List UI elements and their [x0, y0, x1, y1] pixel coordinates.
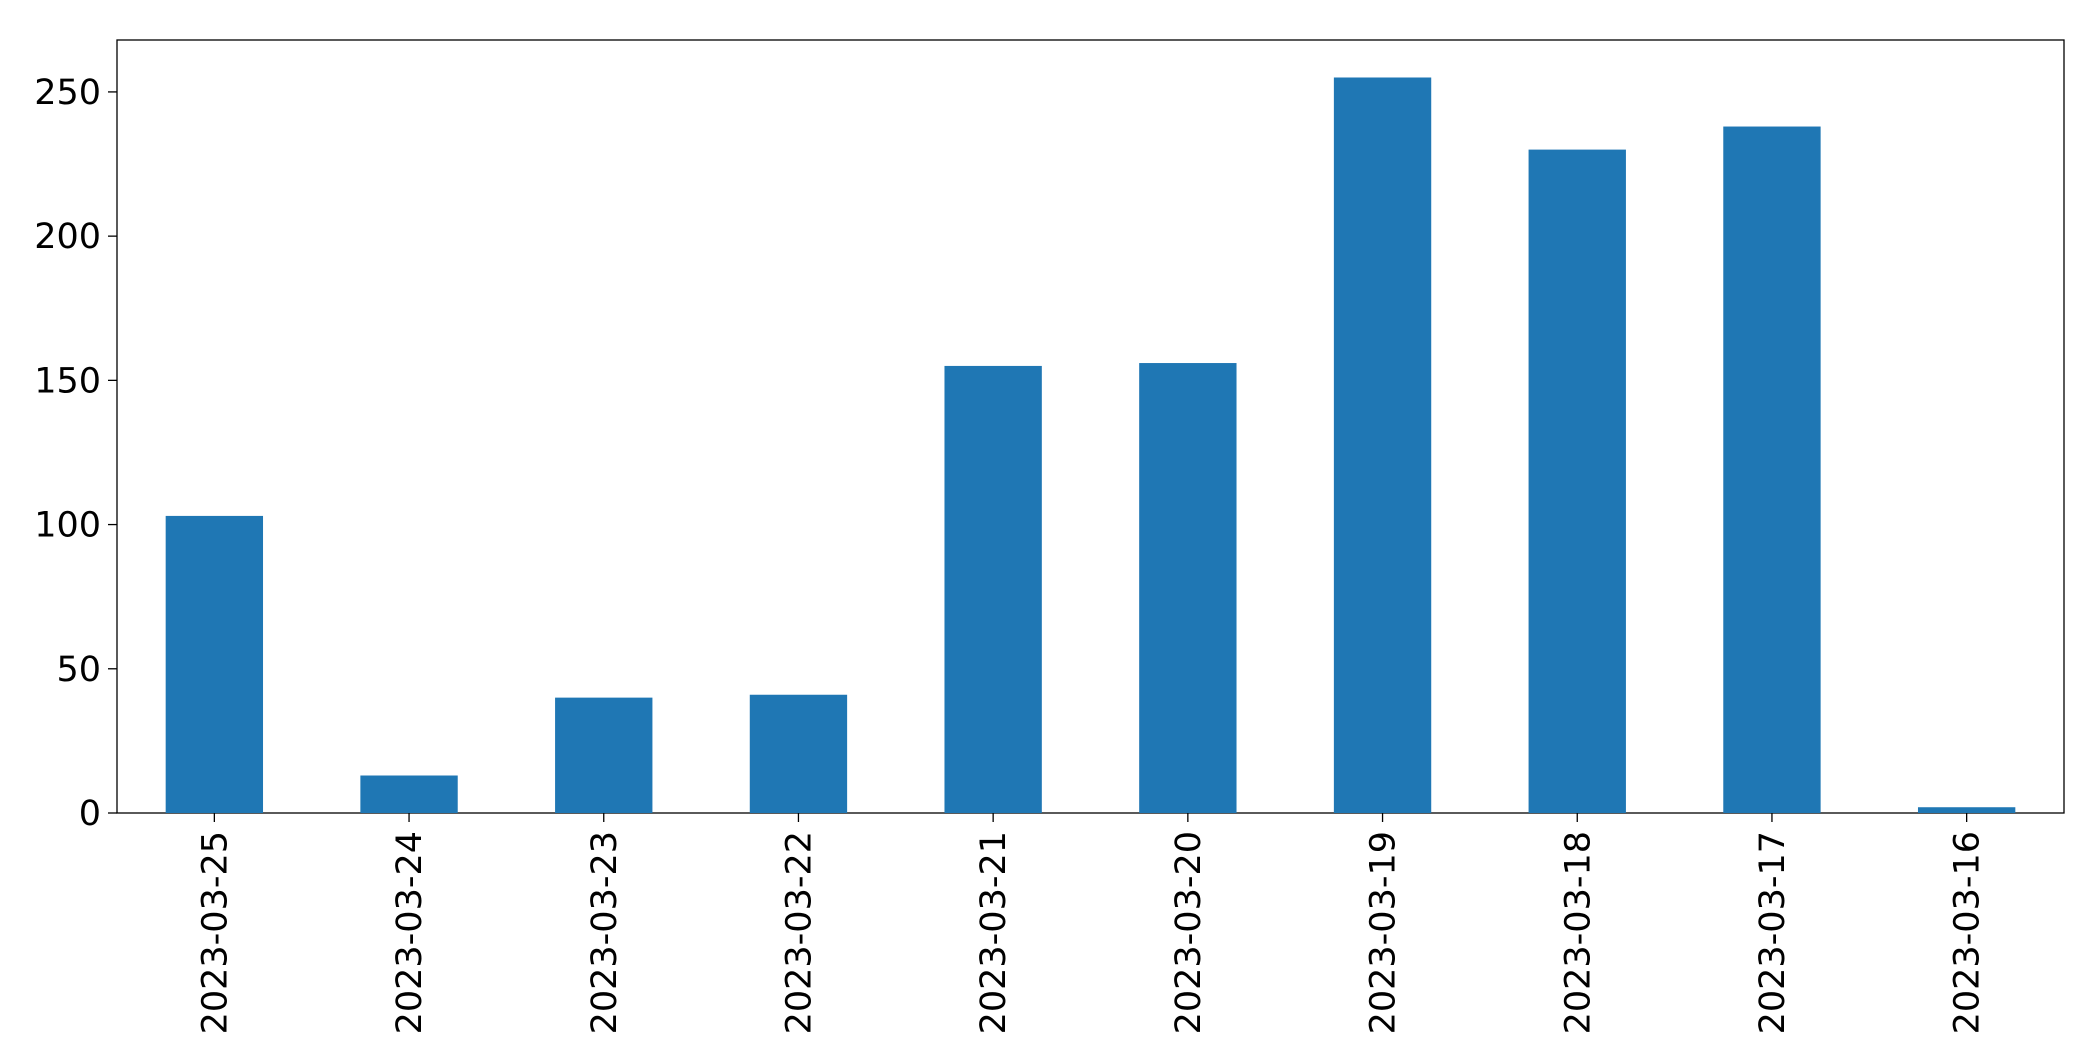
x-tick-label: 2023-03-19: [1364, 831, 1404, 1034]
x-tick-label: 2023-03-16: [1948, 831, 1988, 1034]
x-tick-label: 2023-03-23: [585, 831, 625, 1034]
x-tick-label: 2023-03-24: [390, 831, 430, 1034]
bar: [165, 515, 264, 813]
bar: [944, 365, 1042, 813]
x-tick-label: 2023-03-17: [1753, 831, 1793, 1034]
bar: [1723, 126, 1821, 814]
y-tick-label: 150: [34, 361, 101, 401]
bar: [1528, 149, 1626, 813]
bar: [360, 775, 458, 813]
x-tick-label: 2023-03-20: [1169, 831, 1209, 1034]
bar: [749, 694, 848, 813]
y-tick-label: 200: [34, 217, 101, 257]
y-tick-label: 50: [56, 650, 101, 690]
bar: [1333, 77, 1432, 813]
x-tick-label: 2023-03-25: [195, 831, 235, 1034]
x-tick-label: 2023-03-18: [1558, 831, 1598, 1034]
bar: [555, 697, 653, 813]
y-tick-label: 100: [34, 506, 101, 546]
y-tick-label: 250: [34, 73, 101, 113]
y-tick-label: 0: [79, 794, 101, 834]
bar: [1917, 807, 2016, 813]
bar: [1139, 363, 1237, 813]
axes-frame: [116, 39, 2065, 814]
x-tick-label: 2023-03-21: [974, 831, 1014, 1034]
x-tick-label: 2023-03-22: [779, 831, 819, 1034]
